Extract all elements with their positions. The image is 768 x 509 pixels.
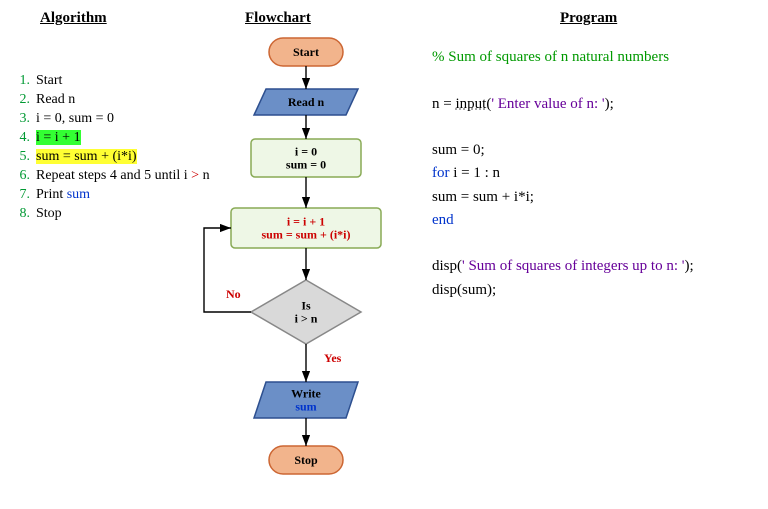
algo-step-number: 7. — [12, 187, 30, 203]
header-flowchart: Flowchart — [245, 10, 311, 27]
flow-node-label: Read n — [288, 95, 325, 109]
flow-node-label: sum — [295, 400, 316, 414]
code-line: disp(' Sum of squares of integers up to … — [432, 255, 694, 278]
code-line: % Sum of squares of n natural numbers — [432, 46, 694, 69]
algo-step-text: Start — [36, 73, 62, 88]
flow-node-label: i = i + 1 — [287, 215, 325, 229]
flow-node-label: Write — [291, 387, 321, 401]
code-line — [432, 69, 694, 92]
algo-step-text: Stop — [36, 206, 62, 221]
flow-node-label: sum = sum + (i*i) — [261, 228, 350, 242]
flow-node-label: Stop — [294, 453, 318, 467]
algo-step-number: 8. — [12, 206, 30, 222]
flow-node-label: Is — [301, 299, 311, 313]
code-line — [432, 116, 694, 139]
algo-step-number: 1. — [12, 73, 30, 89]
code-line: n = input(' Enter value of n: '); — [432, 93, 694, 116]
code-line: sum = 0; — [432, 139, 694, 162]
code-line: for i = 1 : n — [432, 162, 694, 185]
flowchart-svg: Start Read n i = 0sum = 0 i = i + 1sum = su… — [176, 30, 416, 502]
flow-node-label: sum = 0 — [286, 158, 326, 172]
code-line — [432, 232, 694, 255]
algo-step-number: 3. — [12, 111, 30, 127]
code-line: sum = sum + i*i; — [432, 186, 694, 209]
algo-step-text: Read n — [36, 92, 75, 107]
code-line: disp(sum); — [432, 279, 694, 302]
algo-step-text: i = 0, sum = 0 — [36, 111, 114, 126]
algo-step-number: 5. — [12, 149, 30, 165]
flowchart: Start Read n i = 0sum = 0 i = i + 1sum = su… — [176, 30, 416, 502]
code-line: end — [432, 209, 694, 232]
algo-step-text: Print sum — [36, 187, 90, 202]
flow-edge-label: Yes — [324, 351, 342, 365]
algo-step-text: i = i + 1 — [36, 130, 81, 145]
program-code: % Sum of squares of n natural numbers n … — [432, 46, 694, 302]
flow-node-label: i = 0 — [295, 145, 317, 159]
flow-node-label: i > n — [295, 312, 318, 326]
algo-step-number: 2. — [12, 92, 30, 108]
header-program: Program — [560, 10, 617, 27]
algo-step-text: sum = sum + (i*i) — [36, 149, 137, 164]
flow-node-label: Start — [293, 45, 319, 59]
header-algorithm: Algorithm — [40, 10, 107, 27]
flow-edge-label: No — [226, 287, 241, 301]
algo-step-number: 6. — [12, 168, 30, 184]
algo-step-number: 4. — [12, 130, 30, 146]
